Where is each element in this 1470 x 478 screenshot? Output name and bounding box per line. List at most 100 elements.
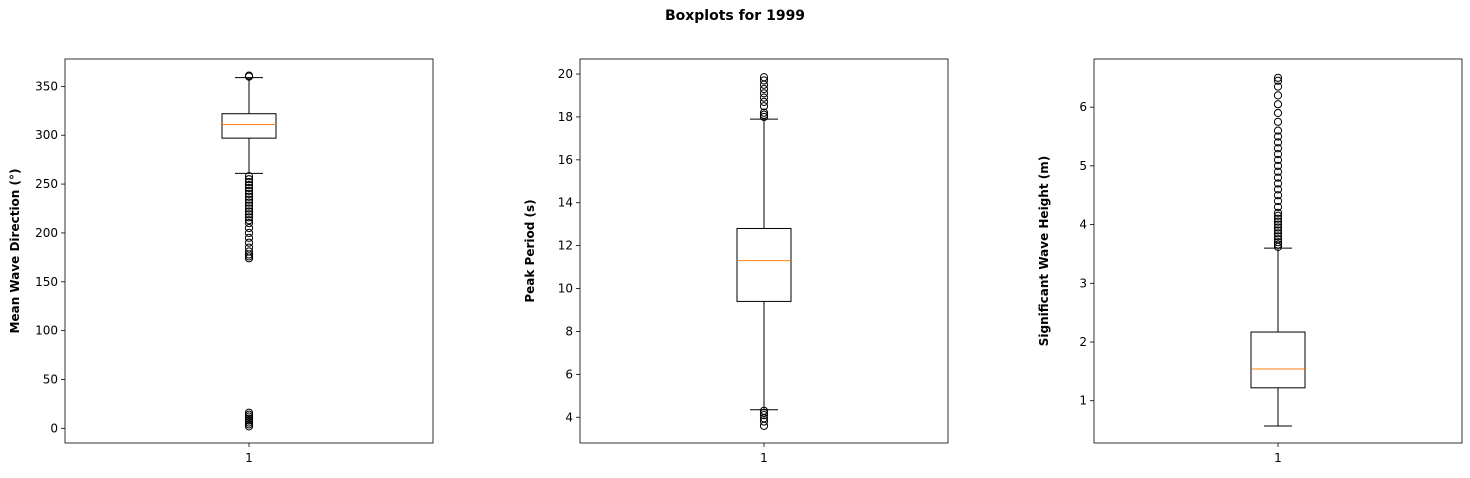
- outlier-point: [759, 411, 769, 420]
- y-tick-label: 350: [35, 79, 58, 93]
- outlier-point: [759, 93, 769, 102]
- outlier-point: [1273, 191, 1283, 200]
- outlier-point: [759, 408, 769, 418]
- outlier-point: [1273, 82, 1283, 91]
- outlier-point: [1273, 223, 1283, 232]
- y-axis-label: Mean Wave Direction (°): [8, 169, 22, 334]
- y-tick-label: 10: [558, 282, 573, 296]
- outlier-point: [1273, 91, 1283, 100]
- y-tick-label: 4: [1079, 218, 1087, 232]
- outlier-point: [759, 102, 769, 111]
- boxplot-panel-1: 0 50 100 150 200 250 300 350 1 Mean Wave Directio…: [8, 58, 434, 465]
- outlier-point: [244, 238, 254, 247]
- outlier-point: [244, 189, 254, 198]
- y-tick-label: 20: [558, 67, 573, 81]
- outlier-point: [244, 178, 254, 187]
- outlier-point: [1273, 226, 1283, 235]
- outlier-point: [1273, 196, 1283, 206]
- outlier-point: [244, 186, 254, 196]
- x-tick-label: 1: [245, 451, 253, 465]
- outlier-point: [244, 219, 254, 228]
- boxplot-panel-3: 1 2 3 4 5 6 1 Significant Wave Height (m): [1037, 58, 1463, 465]
- outlier-point: [759, 76, 769, 85]
- outlier-point: [1273, 217, 1283, 226]
- y-tick-label: 50: [43, 372, 58, 386]
- outlier-point: [244, 216, 254, 225]
- outlier-point: [244, 247, 254, 256]
- y-tick-label: 16: [558, 153, 573, 167]
- figure-title: Boxplots for 1999: [664, 8, 806, 24]
- outlier-point: [1273, 117, 1283, 126]
- outlier-point: [244, 198, 254, 207]
- outlier-point: [759, 80, 769, 89]
- outlier-point: [244, 180, 254, 190]
- outlier-point: [1273, 138, 1283, 147]
- y-tick-label: 12: [558, 239, 573, 253]
- outlier-point: [1273, 173, 1283, 182]
- outlier-point: [759, 110, 769, 119]
- outlier-point: [1273, 185, 1283, 194]
- iqr-box: [736, 227, 792, 302]
- outlier-point: [1273, 144, 1283, 153]
- outlier-point: [1273, 220, 1283, 229]
- y-tick-label: 4: [565, 410, 573, 424]
- y-tick-label: 1: [1079, 394, 1087, 408]
- y-tick-label: 300: [35, 128, 58, 142]
- y-axis-label: Peak Period (s): [523, 199, 537, 302]
- outlier-point: [1273, 179, 1283, 188]
- y-tick-label: 0: [50, 421, 58, 435]
- outlier-point: [1273, 108, 1283, 118]
- outlier-point: [1273, 155, 1283, 165]
- outlier-point: [759, 421, 769, 430]
- outlier-point: [244, 195, 254, 204]
- outlier-point: [244, 228, 254, 238]
- boxplot-panel-2: 4 6 8 10 12 14 16 18 20 1 Peak Period (s): [523, 58, 949, 465]
- y-tick-label: 18: [558, 110, 573, 124]
- outlier-point: [244, 207, 254, 216]
- outlier-point: [759, 108, 769, 117]
- outlier-point: [759, 112, 769, 122]
- outlier-point: [1273, 235, 1283, 244]
- outlier-point: [244, 204, 254, 213]
- y-tick-label: 150: [35, 275, 58, 289]
- outlier-point: [759, 89, 769, 98]
- outlier-point: [1273, 232, 1283, 241]
- outlier-point: [1273, 76, 1283, 85]
- y-tick-label: 6: [565, 367, 573, 381]
- outlier-point: [1273, 126, 1283, 135]
- outlier-point: [1273, 161, 1283, 170]
- outlier-point: [244, 183, 254, 193]
- outlier-point: [1273, 150, 1283, 159]
- y-tick-label: 6: [1079, 100, 1087, 114]
- outlier-point: [244, 192, 254, 201]
- outlier-point: [244, 213, 254, 222]
- outlier-point: [244, 223, 254, 233]
- y-tick-label: 200: [35, 226, 58, 240]
- y-tick-label: 8: [565, 324, 573, 338]
- outlier-point: [759, 97, 769, 107]
- outlier-point: [1273, 73, 1283, 82]
- y-tick-label: 100: [35, 324, 58, 338]
- outlier-point: [759, 73, 769, 82]
- outlier-point: [244, 175, 254, 184]
- outlier-point: [1273, 100, 1283, 109]
- outlier-point: [244, 172, 254, 181]
- outlier-point: [1273, 202, 1283, 212]
- outlier-point: [1273, 211, 1283, 220]
- iqr-box: [221, 113, 277, 139]
- outlier-point: [244, 71, 254, 80]
- outlier-point: [1273, 240, 1283, 249]
- y-tick-label: 3: [1079, 276, 1087, 290]
- outlier-point: [244, 408, 254, 417]
- outlier-point: [1273, 214, 1283, 223]
- outlier-point: [759, 406, 769, 415]
- x-tick-label: 1: [1274, 451, 1282, 465]
- y-tick-label: 2: [1079, 335, 1087, 349]
- outlier-point: [759, 417, 769, 426]
- y-tick-label: 14: [558, 196, 573, 210]
- outlier-point: [759, 84, 769, 94]
- outlier-point: [244, 201, 254, 210]
- outlier-point: [244, 233, 254, 242]
- outlier-point: [1273, 208, 1283, 217]
